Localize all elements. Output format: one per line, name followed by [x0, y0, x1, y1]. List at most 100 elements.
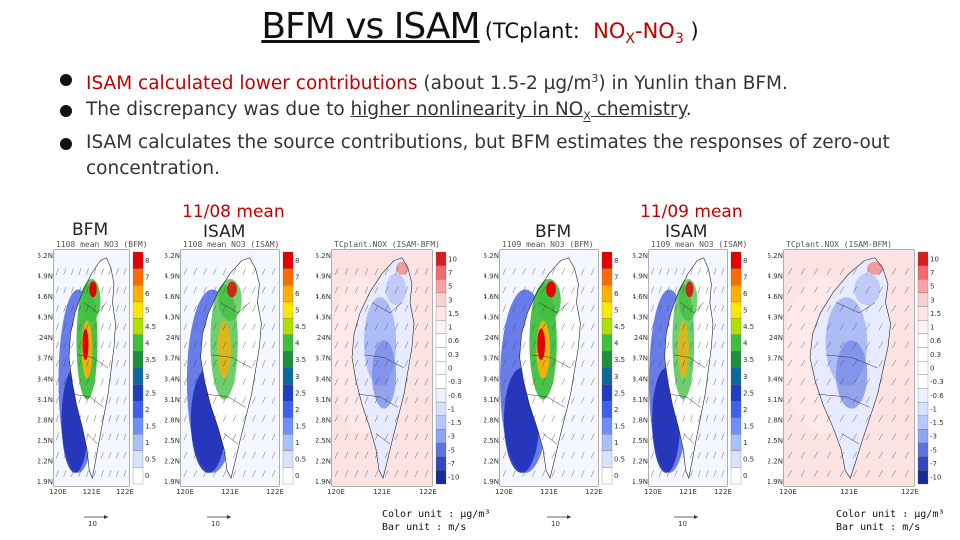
lon-tick-label: 120E [176, 488, 194, 496]
colorbar-segment [132, 301, 144, 319]
map-panel-1-2: TCplant.NOX (ISAM-BFM)25.2N 24.9N 24.6N 24.… [768, 240, 944, 496]
colorbar-segment [435, 292, 447, 307]
colorbar-label: 1 [930, 324, 934, 332]
colorbar-label: 0.5 [743, 456, 754, 464]
lon-tick-label: 122E [419, 488, 437, 496]
colorbar-segment [435, 279, 447, 294]
colorbar-label: 10 [930, 255, 939, 263]
lat-tick-label: 23.4N [484, 375, 499, 383]
colorbar-label: 2.5 [295, 389, 306, 397]
colorbar-label: 4.5 [145, 323, 156, 331]
colorbar-segment [435, 265, 447, 280]
colorbar-segment [917, 265, 929, 280]
colorbar-label: 2.5 [743, 389, 754, 397]
colorbar-segment [601, 351, 613, 369]
colorbar-segment [282, 434, 294, 452]
colorbar-segment [282, 417, 294, 435]
colorbar-label: 2 [295, 406, 299, 414]
colorbar-label: 1.5 [930, 310, 941, 318]
colorbar-label: 5 [614, 307, 618, 315]
bullet-2-underlined: higher nonlinearity in NO [350, 99, 584, 121]
colorbar-label: -3 [448, 433, 455, 441]
colorbar-segment [435, 333, 447, 348]
color-unit-1109: Color unit : µg/m³ Bar unit : m/s [836, 508, 944, 534]
lat-tick-label: 24N [39, 334, 53, 342]
color-unit-text: Color unit : µg/m³ [382, 509, 491, 520]
colorbar-segment [730, 450, 742, 468]
colorbar-segment [282, 367, 294, 385]
title-nox-sub: X [625, 31, 636, 48]
colorbar-label: -0.6 [448, 392, 462, 400]
lat-tick-label: 22.2N [38, 457, 53, 465]
lon-tick-label: 121E [540, 488, 558, 496]
colorbar-label: 7 [145, 273, 149, 281]
colorbar-label: 8 [145, 257, 149, 265]
lat-tick-label: 24N [485, 334, 499, 342]
colorbar-label: 3.5 [743, 356, 754, 364]
lat-tick-label: 22.5N [633, 437, 648, 445]
slide-title: BFM vs ISAM (TCplant: NOX-NO3 ) [0, 6, 960, 47]
colorbar-label: 4 [614, 340, 619, 348]
colorbar-label: 4.5 [743, 323, 754, 331]
lat-tick-label: 24.3N [38, 314, 53, 322]
wind-scale-label: 10 [678, 520, 687, 528]
colorbar-segment [132, 351, 144, 369]
title-paren-close: ) [690, 19, 699, 43]
bullet-dot [60, 137, 72, 150]
lat-tick-label: 23.1N [316, 396, 331, 404]
colorbar-segment [435, 251, 447, 266]
lat-tick-label: 24.9N [165, 273, 180, 281]
title-no3: -NO [635, 19, 675, 43]
lat-tick-label: 25.2N [165, 252, 180, 260]
title-species: NOX-NO3 [586, 19, 684, 47]
colorbar-label: 0 [930, 365, 934, 373]
bullet-2-period: . [685, 99, 692, 121]
lat-tick-label: 24.9N [484, 273, 499, 281]
colorbar-segment [435, 374, 447, 389]
bullet-list: ISAM calculated lower contributions (abo… [58, 66, 958, 182]
lat-tick-label: 24.9N [633, 273, 648, 281]
colorbar-label: 8 [743, 257, 747, 265]
bullet-1-text-end: ) in Yunlin than BFM. [598, 73, 788, 95]
colorbar-segment [730, 268, 742, 286]
lon-tick-label: 121E [679, 488, 697, 496]
colorbar-label: 6 [145, 290, 150, 298]
lat-tick-label: 23.1N [768, 396, 783, 404]
lat-tick-label: 24.3N [768, 314, 783, 322]
colorbar-label: 5 [295, 307, 299, 315]
lat-tick-label: 23.7N [316, 355, 331, 363]
colorbar-segment [601, 334, 613, 352]
lat-tick-label: 25.2N [316, 252, 331, 260]
colorbar-segment [132, 318, 144, 336]
lon-tick-label: 120E [495, 488, 513, 496]
colorbar-segment [435, 470, 447, 485]
colorbar-segment [917, 388, 929, 403]
colorbar-label: 4 [743, 340, 748, 348]
colorbar-segment [282, 467, 294, 485]
map-panel-0-1: 1108 mean NO3 (ISAM)25.2N 24.9N 24.6N 24.3N… [165, 240, 306, 496]
map-panel-1-1: 1109 mean NO3 (ISAM)25.2N 24.9N 24.6N 24.3N… [633, 240, 754, 496]
wind-scale-arrow: 10 [84, 515, 108, 528]
colorbar-segment [282, 400, 294, 418]
lat-tick-label: 22.8N [165, 416, 180, 424]
lat-tick-label: 24N [769, 334, 783, 342]
lat-tick-label: 24N [317, 334, 331, 342]
colorbar-label: 6 [743, 290, 748, 298]
colorbar-label: 7 [930, 269, 934, 277]
bullet-2-sub: X [583, 109, 591, 123]
colorbar-label: 1 [614, 439, 618, 447]
bullet-dot [60, 105, 72, 118]
colorbar-segment [917, 415, 929, 430]
colorbar-segment [730, 284, 742, 302]
lat-tick-label: 22.5N [484, 437, 499, 445]
lon-tick-label: 122E [585, 488, 603, 496]
map-panel-0-2: TCplant.NOX (ISAM-BFM)25.2N 24.9N 24.6N 24.… [316, 240, 462, 496]
bullet-1-sup: 3 [591, 72, 599, 85]
bullet-2: The discrepancy was due to higher nonlin… [58, 97, 958, 130]
colorbar-label: 2 [145, 406, 149, 414]
lat-tick-label: 23.7N [38, 355, 53, 363]
lat-tick-label: 24.6N [768, 293, 783, 301]
lat-tick-label: 22.2N [484, 457, 499, 465]
lon-tick-label: 121E [83, 488, 101, 496]
lat-tick-label: 23.1N [165, 396, 180, 404]
